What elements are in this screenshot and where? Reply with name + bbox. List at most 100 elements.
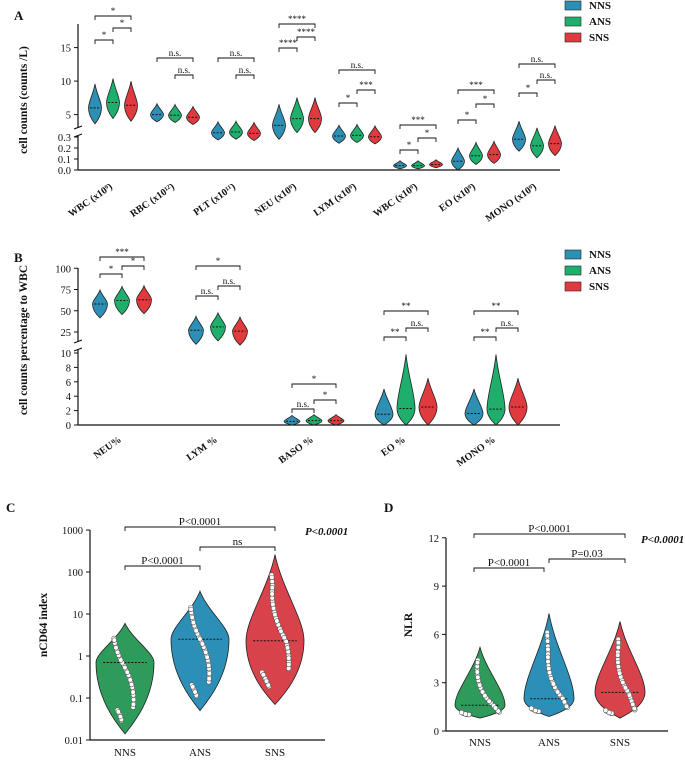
data-point [189,614,195,621]
x-tick-label-b: EO % [379,434,407,458]
y-tick-label: 10 [61,349,72,360]
data-point [270,601,276,607]
significance-label: * [216,256,221,266]
data-point [128,681,135,688]
violin-a-3-2 [308,97,322,134]
significance-bracket [495,327,519,332]
significance-bracket [518,63,556,68]
x-tick-label-c: SNS [265,747,285,759]
data-point [545,654,551,660]
significance-label: *** [359,80,373,90]
significance-bracket [417,137,437,142]
x-tick-label-d: ANS [538,737,560,749]
y-tick-label: 10 [73,610,84,621]
significance-bracket [457,119,477,124]
legend-swatch-sns [564,281,582,292]
legend-label-sns: SNS [589,32,609,44]
significance-bracket [99,256,145,261]
y-tick-label: 0.1 [70,694,83,705]
data-point [124,669,130,675]
data-point [544,638,551,644]
legend-swatch-ans [564,265,582,276]
significance-bracket [313,399,337,404]
legend-label-ans: ANS [589,265,611,277]
significance-bracket [235,74,255,79]
x-tick-label-b: NEU% [92,434,124,461]
data-point [263,678,270,684]
data-point [286,655,292,661]
data-point [113,645,119,651]
significance-bracket [473,310,519,315]
y-tick-label: 12 [429,534,440,545]
x-tick-label-d: NNS [469,737,491,749]
data-point [286,661,292,668]
violin-a-1-1 [168,103,182,123]
violin-a-2-0 [211,120,225,141]
data-point [190,684,196,690]
significance-label: P=0.03 [571,548,603,560]
violin-b-3-0 [374,388,394,426]
legend-swatch-sns [564,32,582,43]
violin-a-7-0 [512,121,526,152]
data-point [548,675,554,682]
y-tick-label: 9 [434,582,439,593]
data-point [615,639,621,646]
data-point [622,685,629,691]
data-point [122,664,128,671]
data-point [528,705,534,711]
panel-label-a: A [14,8,24,23]
y-tick-label: 50 [61,307,72,318]
violin-b-4-0 [464,388,484,426]
data-point [492,705,499,711]
violin-b-1-0 [188,315,204,345]
legend-label-nns: NNS [589,249,611,261]
significance-label: * [111,6,116,16]
significance-label: * [483,94,488,104]
data-point [130,689,136,695]
legend-label-ans: ANS [589,16,611,28]
data-point [615,652,621,658]
violin-a-3-1 [290,97,304,134]
significance-bracket [99,273,123,278]
significance-bracket [278,23,316,28]
data-point [127,677,133,683]
x-tick-label-b: LYM % [185,434,220,463]
y-tick-label: 0.1 [58,155,71,166]
x-tick-label-a: WBC (x10⁹) [67,181,115,219]
data-point [474,669,480,675]
panel-label-c: C [6,500,15,515]
data-point [477,682,483,688]
data-point [615,664,622,670]
significance-bracket [217,285,241,290]
violin-a-5-2 [429,159,443,169]
violin-a-6-1 [469,141,483,165]
y-tick-label: 0 [66,421,71,432]
violin-b-1-2 [232,315,248,346]
significance-bracket [338,69,376,74]
significance-bracket [278,47,298,52]
y-tick-label: 0.01 [65,736,83,747]
data-point [615,644,621,651]
significance-label: P<0.0001 [528,523,571,535]
significance-label: *** [469,80,483,90]
significance-label: ** [402,301,412,311]
data-point [486,698,492,704]
significance-bracket [291,383,337,388]
violin-a-5-1 [411,160,425,170]
x-tick-label-a: RBC (x10¹²) [128,181,176,219]
data-point [260,672,266,678]
significance-bracket [156,57,194,62]
violin-c-2 [245,554,305,706]
y-tick-label: 100 [67,568,83,579]
significance-label: **** [279,38,298,48]
violin-a-4-0 [332,124,346,144]
x-tick-label-b: MONO % [455,434,498,469]
legend-swatch-nns [564,0,582,11]
data-point [458,709,465,716]
comparison-bracket [473,533,626,538]
data-point [480,689,486,695]
x-tick-label-b: BASO % [277,434,316,466]
data-point [192,689,198,695]
comparison-bracket [199,546,276,551]
